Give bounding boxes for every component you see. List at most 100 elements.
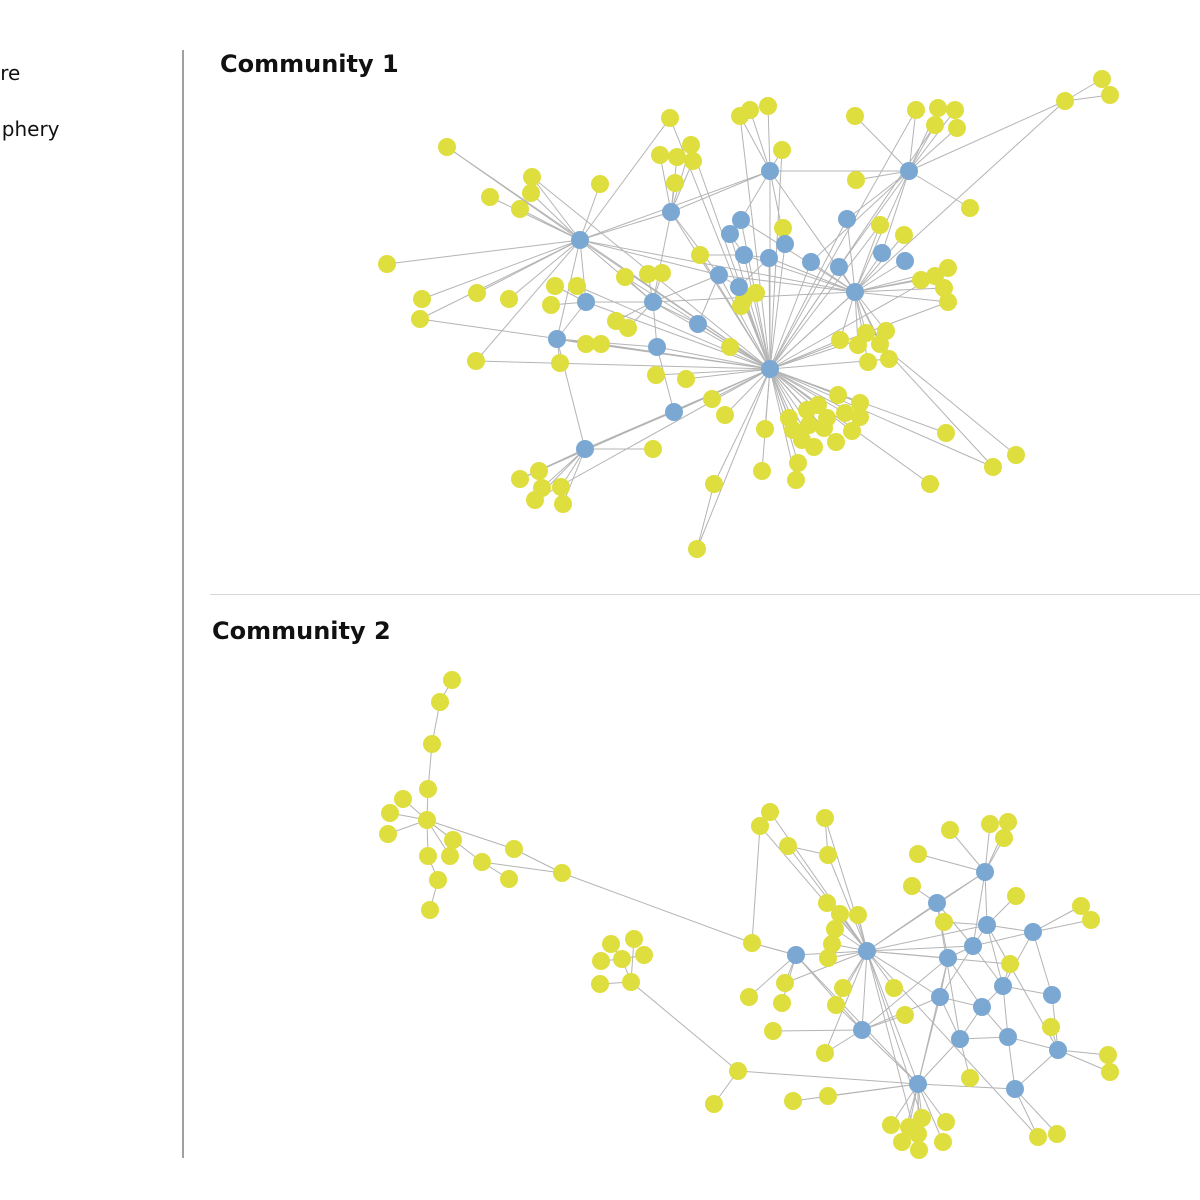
community-1-periphery-node — [619, 319, 637, 337]
community-1-periphery-node — [935, 279, 953, 297]
community-2-edge — [827, 1083, 919, 1097]
community-1-periphery-node — [984, 458, 1002, 476]
community-2-periphery-node — [1072, 897, 1090, 915]
community-1-core-node — [721, 225, 739, 243]
community-1-edge — [749, 109, 771, 172]
community-1-edge — [519, 208, 581, 241]
community-1-periphery-node — [921, 475, 939, 493]
community-2-edge — [866, 924, 988, 952]
community-2-edge — [737, 1070, 919, 1085]
community-1-periphery-node — [847, 171, 865, 189]
community-1-periphery-node — [705, 475, 723, 493]
community-1-periphery-node — [907, 101, 925, 119]
community-2-core-node — [858, 942, 876, 960]
community-2-core-node — [973, 998, 991, 1016]
community-1-periphery-node — [666, 174, 684, 192]
community-2-edge — [917, 957, 949, 1085]
community-2-edge — [947, 957, 983, 1008]
community-1-core-node — [730, 278, 748, 296]
community-1-edge — [656, 346, 771, 370]
community-2-periphery-node — [961, 1069, 979, 1087]
community-2-edge — [861, 950, 868, 1031]
community-2-core-node — [1049, 1041, 1067, 1059]
community-1-periphery-node — [577, 335, 595, 353]
community-2-core-node — [964, 937, 982, 955]
community-1-periphery-node — [851, 408, 869, 426]
community-1-edge — [670, 211, 720, 276]
community-1-periphery-node — [378, 255, 396, 273]
community-2-periphery-node — [896, 1006, 914, 1024]
community-2-edge — [824, 817, 868, 952]
community-1-periphery-node — [774, 219, 792, 237]
community-2-periphery-node — [379, 825, 397, 843]
panel-divider — [210, 594, 1200, 595]
community-1-periphery-node — [688, 540, 706, 558]
community-2-periphery-node — [827, 996, 845, 1014]
community-2-periphery-node — [999, 813, 1017, 831]
community-1-periphery-node — [684, 152, 702, 170]
community-2-edge — [866, 950, 1011, 965]
community-2-edge — [936, 902, 974, 947]
community-2-edge — [986, 924, 1004, 987]
community-1-periphery-node — [677, 370, 695, 388]
community-1-core-node — [802, 253, 820, 271]
community-2-core-node — [853, 1021, 871, 1039]
community-1-edge — [718, 274, 771, 370]
community-2-edge — [1032, 931, 1053, 996]
community-1-periphery-node — [741, 101, 759, 119]
community-2-periphery-node — [937, 1113, 955, 1131]
community-2-core-node — [978, 916, 996, 934]
community-1-periphery-node — [859, 353, 877, 371]
community-2-periphery-node — [909, 1125, 927, 1143]
community-1-edge — [579, 117, 671, 241]
community-1-edge — [769, 124, 936, 370]
community-2-edge — [1032, 919, 1092, 933]
community-1-periphery-node — [877, 322, 895, 340]
community-2-edge — [784, 950, 868, 984]
community-2-periphery-node — [779, 837, 797, 855]
community-1-edge — [670, 170, 771, 213]
community-1-periphery-node — [552, 478, 570, 496]
community-1-edge — [769, 224, 881, 370]
community-1-periphery-node — [668, 148, 686, 166]
community-1-core-node — [662, 203, 680, 221]
community-1-periphery-node — [732, 297, 750, 315]
community-2-periphery-node — [381, 804, 399, 822]
legend-core-label: ore — [0, 61, 21, 85]
community-2-edge — [861, 1029, 919, 1085]
community-1-core-node — [900, 162, 918, 180]
community-1-edge — [579, 183, 601, 241]
community-2-periphery-node — [613, 950, 631, 968]
community-1-periphery-node — [759, 97, 777, 115]
community-2-periphery-node — [816, 809, 834, 827]
community-1-edge — [659, 154, 672, 213]
legend-periphery-label: riphery — [0, 117, 60, 141]
community-1-edge — [740, 170, 771, 221]
community-2-periphery-node — [751, 817, 769, 835]
community-2-periphery-node — [553, 864, 571, 882]
community-1-periphery-node — [961, 199, 979, 217]
community-1-edge — [768, 257, 856, 293]
community-1-edge — [421, 239, 581, 300]
community-1-core-node — [761, 162, 779, 180]
community-1-periphery-node — [651, 146, 669, 164]
community-1-edge — [579, 239, 856, 293]
community-2-core-node — [787, 946, 805, 964]
community-1-core-node — [710, 266, 728, 284]
community-1-edge — [854, 115, 910, 172]
community-1-periphery-node — [827, 433, 845, 451]
community-2-edge — [866, 945, 974, 952]
community-2-periphery-node — [764, 1022, 782, 1040]
community-1-edge — [656, 346, 675, 413]
community-1-core-node — [735, 246, 753, 264]
community-1-periphery-node — [592, 335, 610, 353]
community-2-core-node — [994, 977, 1012, 995]
community-1-periphery-node — [522, 184, 540, 202]
community-1-edge — [854, 291, 949, 303]
community-2-periphery-node — [743, 934, 761, 952]
community-2-periphery-node — [909, 845, 927, 863]
community-1-periphery-node — [542, 296, 560, 314]
community-2-edge — [917, 1038, 961, 1085]
community-1-core-node — [548, 330, 566, 348]
community-2-edge — [972, 871, 986, 947]
